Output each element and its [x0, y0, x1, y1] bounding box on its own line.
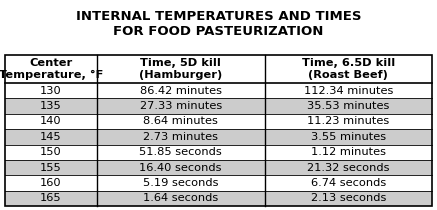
- Text: 86.42 minutes: 86.42 minutes: [140, 86, 222, 96]
- Text: INTERNAL TEMPERATURES AND TIMES: INTERNAL TEMPERATURES AND TIMES: [76, 10, 361, 23]
- Text: FOR FOOD PASTEURIZATION: FOR FOOD PASTEURIZATION: [113, 25, 324, 38]
- Text: 27.33 minutes: 27.33 minutes: [139, 101, 222, 111]
- Bar: [5, 191, 432, 206]
- Text: Time, 5D kill
(Hamburger): Time, 5D kill (Hamburger): [139, 58, 222, 80]
- Bar: [5, 55, 432, 206]
- Text: 16.40 seconds: 16.40 seconds: [139, 163, 222, 173]
- Bar: [5, 98, 432, 114]
- Text: 8.64 minutes: 8.64 minutes: [143, 116, 218, 126]
- Text: 1.12 minutes: 1.12 minutes: [311, 147, 386, 157]
- Text: Time, 6.5D kill
(Roast Beef): Time, 6.5D kill (Roast Beef): [302, 58, 395, 80]
- Text: 140: 140: [40, 116, 62, 126]
- Text: 130: 130: [40, 86, 62, 96]
- Text: 145: 145: [40, 132, 62, 142]
- Text: 135: 135: [40, 101, 62, 111]
- Text: 5.19 seconds: 5.19 seconds: [143, 178, 218, 188]
- Text: 160: 160: [40, 178, 62, 188]
- Text: 2.13 seconds: 2.13 seconds: [311, 193, 386, 203]
- Text: 150: 150: [40, 147, 62, 157]
- Text: 1.64 seconds: 1.64 seconds: [143, 193, 218, 203]
- Bar: [5, 160, 432, 175]
- Text: 6.74 seconds: 6.74 seconds: [311, 178, 386, 188]
- Text: 165: 165: [40, 193, 62, 203]
- Text: 112.34 minutes: 112.34 minutes: [304, 86, 393, 96]
- Text: 3.55 minutes: 3.55 minutes: [311, 132, 386, 142]
- Text: 155: 155: [40, 163, 62, 173]
- Text: 35.53 minutes: 35.53 minutes: [307, 101, 389, 111]
- Bar: [5, 129, 432, 144]
- Text: Center
Temperature, °F: Center Temperature, °F: [0, 58, 103, 80]
- Text: 2.73 minutes: 2.73 minutes: [143, 132, 218, 142]
- Text: 51.85 seconds: 51.85 seconds: [139, 147, 222, 157]
- Text: 21.32 seconds: 21.32 seconds: [307, 163, 389, 173]
- Text: 11.23 minutes: 11.23 minutes: [307, 116, 389, 126]
